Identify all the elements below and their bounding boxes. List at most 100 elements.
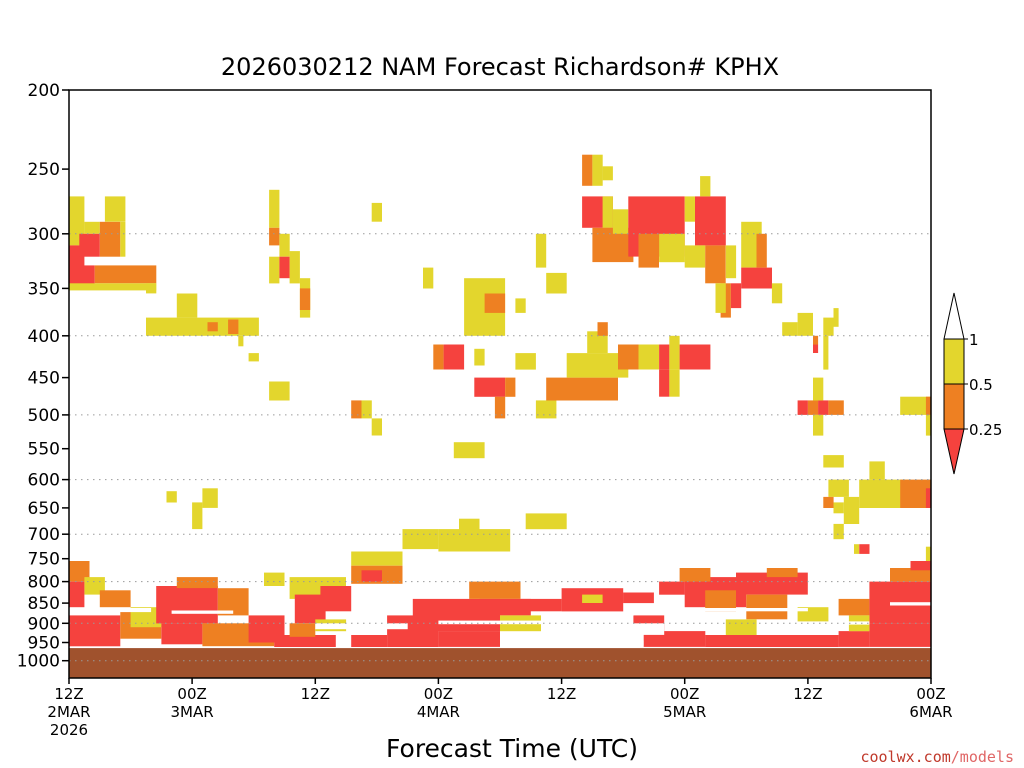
ri-cell bbox=[69, 561, 90, 582]
ri-cell bbox=[705, 245, 726, 284]
ri-cell bbox=[248, 353, 259, 362]
x-tick-label: 12Z bbox=[301, 685, 330, 703]
ri-cell bbox=[433, 344, 444, 370]
ri-cell bbox=[669, 369, 680, 397]
legend-bin-bottom bbox=[943, 428, 965, 475]
x-tick-label: 5MAR bbox=[663, 703, 706, 721]
ri-cell bbox=[854, 544, 860, 554]
ri-cell bbox=[766, 568, 798, 578]
ri-cell bbox=[659, 581, 685, 595]
clear-gap bbox=[171, 610, 234, 614]
ri-cell bbox=[535, 400, 557, 419]
y-tick-label: 350 bbox=[28, 279, 60, 299]
y-tick-label: 750 bbox=[28, 550, 60, 570]
ri-cell bbox=[925, 488, 931, 508]
ri-cell bbox=[679, 568, 711, 582]
ri-cell bbox=[459, 518, 480, 535]
y-tick-label: 700 bbox=[28, 525, 60, 545]
ri-cell bbox=[474, 348, 485, 366]
ri-cell bbox=[207, 322, 218, 332]
clear-gap bbox=[582, 623, 665, 635]
ri-cell bbox=[900, 479, 931, 508]
ri-cell bbox=[669, 335, 680, 370]
ri-cell bbox=[638, 344, 659, 370]
y-tick-label: 450 bbox=[28, 369, 60, 389]
ri-cell bbox=[612, 209, 629, 234]
x-tick-label: 4MAR bbox=[417, 703, 460, 721]
ri-cell bbox=[351, 400, 362, 419]
ri-cell bbox=[351, 551, 403, 566]
x-tick-label: 12Z bbox=[54, 685, 83, 703]
ri-cell bbox=[69, 265, 95, 289]
legend-bin-yellow bbox=[943, 338, 965, 385]
ri-cell bbox=[582, 154, 593, 186]
x-tick-label: 12Z bbox=[793, 685, 822, 703]
ri-cell bbox=[838, 598, 870, 616]
ri-cell bbox=[361, 400, 372, 419]
x-tick-label: 00Z bbox=[916, 685, 945, 703]
ri-cell bbox=[746, 594, 788, 620]
ri-cell bbox=[823, 455, 844, 468]
ri-cell bbox=[756, 233, 767, 268]
ri-cell bbox=[264, 572, 285, 586]
ri-cell bbox=[274, 635, 336, 647]
ri-cell bbox=[289, 623, 316, 637]
ri-cell bbox=[659, 344, 670, 370]
legend-label: 0.25 bbox=[969, 421, 1002, 439]
ri-cell bbox=[797, 312, 813, 336]
ri-cell bbox=[156, 586, 218, 624]
ri-cell bbox=[69, 196, 85, 246]
ri-cell bbox=[705, 635, 839, 647]
ri-cell bbox=[725, 619, 757, 635]
ri-cell bbox=[269, 227, 280, 246]
ri-cell bbox=[813, 335, 819, 345]
x-tick-label: 00Z bbox=[670, 685, 699, 703]
ri-cell bbox=[269, 256, 280, 284]
ri-cell bbox=[299, 288, 311, 310]
y-tick-label: 900 bbox=[28, 614, 60, 634]
y-tick-label: 950 bbox=[28, 634, 60, 654]
clear-gap bbox=[890, 602, 931, 606]
ri-cell bbox=[890, 568, 931, 582]
ri-cell bbox=[602, 196, 613, 228]
ri-cell bbox=[505, 377, 516, 397]
legend: 1 0.5 0.25 bbox=[943, 292, 1002, 475]
ri-cell bbox=[705, 590, 736, 612]
ri-cell bbox=[838, 631, 870, 647]
ri-cell bbox=[166, 491, 177, 503]
ri-cell bbox=[279, 233, 290, 257]
ri-cell bbox=[618, 344, 639, 370]
ri-cell bbox=[807, 400, 819, 415]
x-axis-label: Forecast Time (UTC) bbox=[386, 734, 638, 763]
ri-cell bbox=[833, 523, 844, 540]
ri-cell bbox=[161, 623, 203, 645]
ri-cell bbox=[438, 631, 500, 647]
ri-cell bbox=[371, 202, 382, 222]
ri-cell bbox=[771, 283, 783, 304]
plot-area bbox=[68, 89, 932, 679]
ri-cell bbox=[176, 577, 218, 589]
ri-cell bbox=[602, 166, 613, 181]
y-tick-label: 300 bbox=[28, 225, 60, 245]
ri-cell bbox=[546, 272, 567, 294]
ri-cell bbox=[423, 267, 434, 289]
clear-gap bbox=[787, 621, 870, 625]
ri-cell bbox=[479, 598, 531, 616]
x-tick-label: 6MAR bbox=[909, 703, 952, 721]
ri-cell bbox=[238, 335, 244, 347]
ri-cell bbox=[797, 400, 808, 415]
legend-label: 0.5 bbox=[969, 376, 993, 394]
ri-cell bbox=[695, 196, 726, 246]
y-axis: 200 250 300 350 400 450 500 550 600 650 700 750 8008… bbox=[17, 81, 69, 672]
y-tick-label: 500 bbox=[28, 406, 60, 426]
ri-cell bbox=[228, 319, 239, 334]
ri-cell bbox=[474, 377, 506, 397]
legend-label: 1 bbox=[969, 331, 979, 349]
ri-cell bbox=[120, 221, 126, 257]
y-tick-label: 850 bbox=[28, 594, 60, 614]
y-tick-label: 200 bbox=[28, 81, 60, 101]
plot-frame bbox=[68, 89, 932, 679]
x-tick-label: 00Z bbox=[424, 685, 453, 703]
ri-cell bbox=[823, 335, 829, 370]
